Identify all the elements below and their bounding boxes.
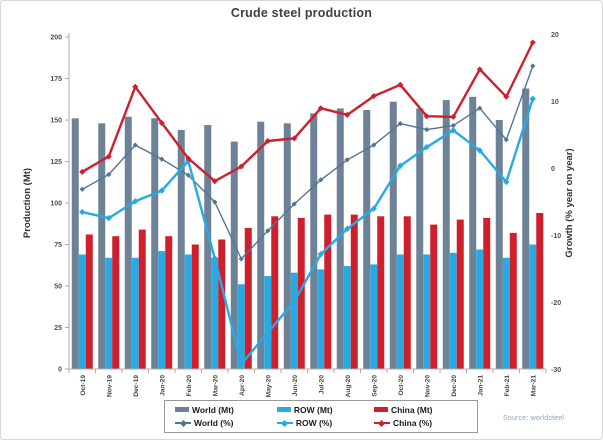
- svg-text:Apr-20: Apr-20: [239, 375, 246, 396]
- svg-text:50: 50: [54, 284, 62, 291]
- china-line-swatch-icon: [373, 419, 390, 427]
- row-bar-swatch-icon: [276, 407, 291, 413]
- right-axis-title: Growth (% year on year): [564, 148, 575, 257]
- svg-text:-20: -20: [551, 300, 561, 307]
- legend-label-china-pct: China (%): [392, 418, 433, 429]
- svg-text:-30: -30: [551, 367, 561, 374]
- svg-text:0: 0: [551, 166, 555, 173]
- left-axis-title: Production (Mt): [22, 168, 33, 238]
- svg-text:Jan-20: Jan-20: [159, 375, 166, 396]
- svg-text:Mar-21: Mar-21: [530, 375, 537, 397]
- svg-text:Dec-20: Dec-20: [451, 375, 458, 397]
- legend-item-china-pct: China (%): [373, 418, 471, 429]
- legend-item-row-mt: ROW (Mt): [276, 404, 374, 415]
- svg-text:Nov-19: Nov-19: [106, 375, 113, 397]
- chart-legend: World (Mt) ROW (Mt) China (Mt) World (%)…: [164, 400, 478, 433]
- svg-text:-10: -10: [551, 233, 561, 240]
- svg-text:0: 0: [58, 367, 62, 374]
- svg-text:20: 20: [551, 32, 559, 39]
- svg-text:175: 175: [50, 76, 62, 83]
- china-bar-swatch-icon: [373, 407, 388, 413]
- svg-text:Feb-21: Feb-21: [504, 375, 511, 397]
- svg-text:Nov-20: Nov-20: [424, 375, 431, 397]
- svg-text:Dec-19: Dec-19: [133, 375, 140, 397]
- svg-text:Jul-20: Jul-20: [318, 375, 325, 394]
- svg-text:Jan-21: Jan-21: [477, 375, 484, 396]
- svg-text:75: 75: [54, 242, 62, 249]
- svg-text:Aug-20: Aug-20: [345, 375, 352, 398]
- svg-text:25: 25: [54, 325, 62, 332]
- legend-item-world-pct: World (%): [175, 418, 277, 428]
- source-note: Source: worldsteel: [503, 415, 565, 422]
- legend-label-row-mt: ROW (Mt): [293, 404, 333, 415]
- legend-item-row-pct: ROW (%): [276, 418, 374, 429]
- svg-text:Oct-19: Oct-19: [80, 375, 87, 396]
- svg-text:10: 10: [551, 99, 559, 106]
- legend-label-row-pct: ROW (%): [295, 418, 333, 429]
- svg-text:Mar-20: Mar-20: [212, 375, 219, 397]
- svg-text:100: 100: [50, 201, 62, 208]
- svg-text:150: 150: [50, 118, 62, 125]
- legend-item-china-mt: China (Mt): [373, 404, 471, 415]
- svg-text:Feb-20: Feb-20: [186, 375, 193, 397]
- chart-title: Crude steel production: [230, 6, 373, 20]
- row-line-swatch-icon: [276, 419, 293, 427]
- legend-label-world-mt: World (Mt): [192, 404, 234, 415]
- world-line-swatch-icon: [175, 419, 191, 427]
- svg-text:200: 200: [50, 35, 62, 42]
- svg-text:Oct-20: Oct-20: [398, 375, 405, 396]
- svg-text:125: 125: [50, 159, 62, 166]
- world-bar-swatch-icon: [175, 407, 189, 413]
- legend-label-world-pct: World (%): [194, 418, 234, 429]
- svg-text:Jun-20: Jun-20: [292, 375, 299, 397]
- svg-text:Sep-20: Sep-20: [371, 375, 378, 397]
- svg-text:May-20: May-20: [265, 375, 272, 398]
- legend-label-china-mt: China (Mt): [390, 404, 433, 415]
- legend-item-world-mt: World (Mt): [175, 405, 277, 415]
